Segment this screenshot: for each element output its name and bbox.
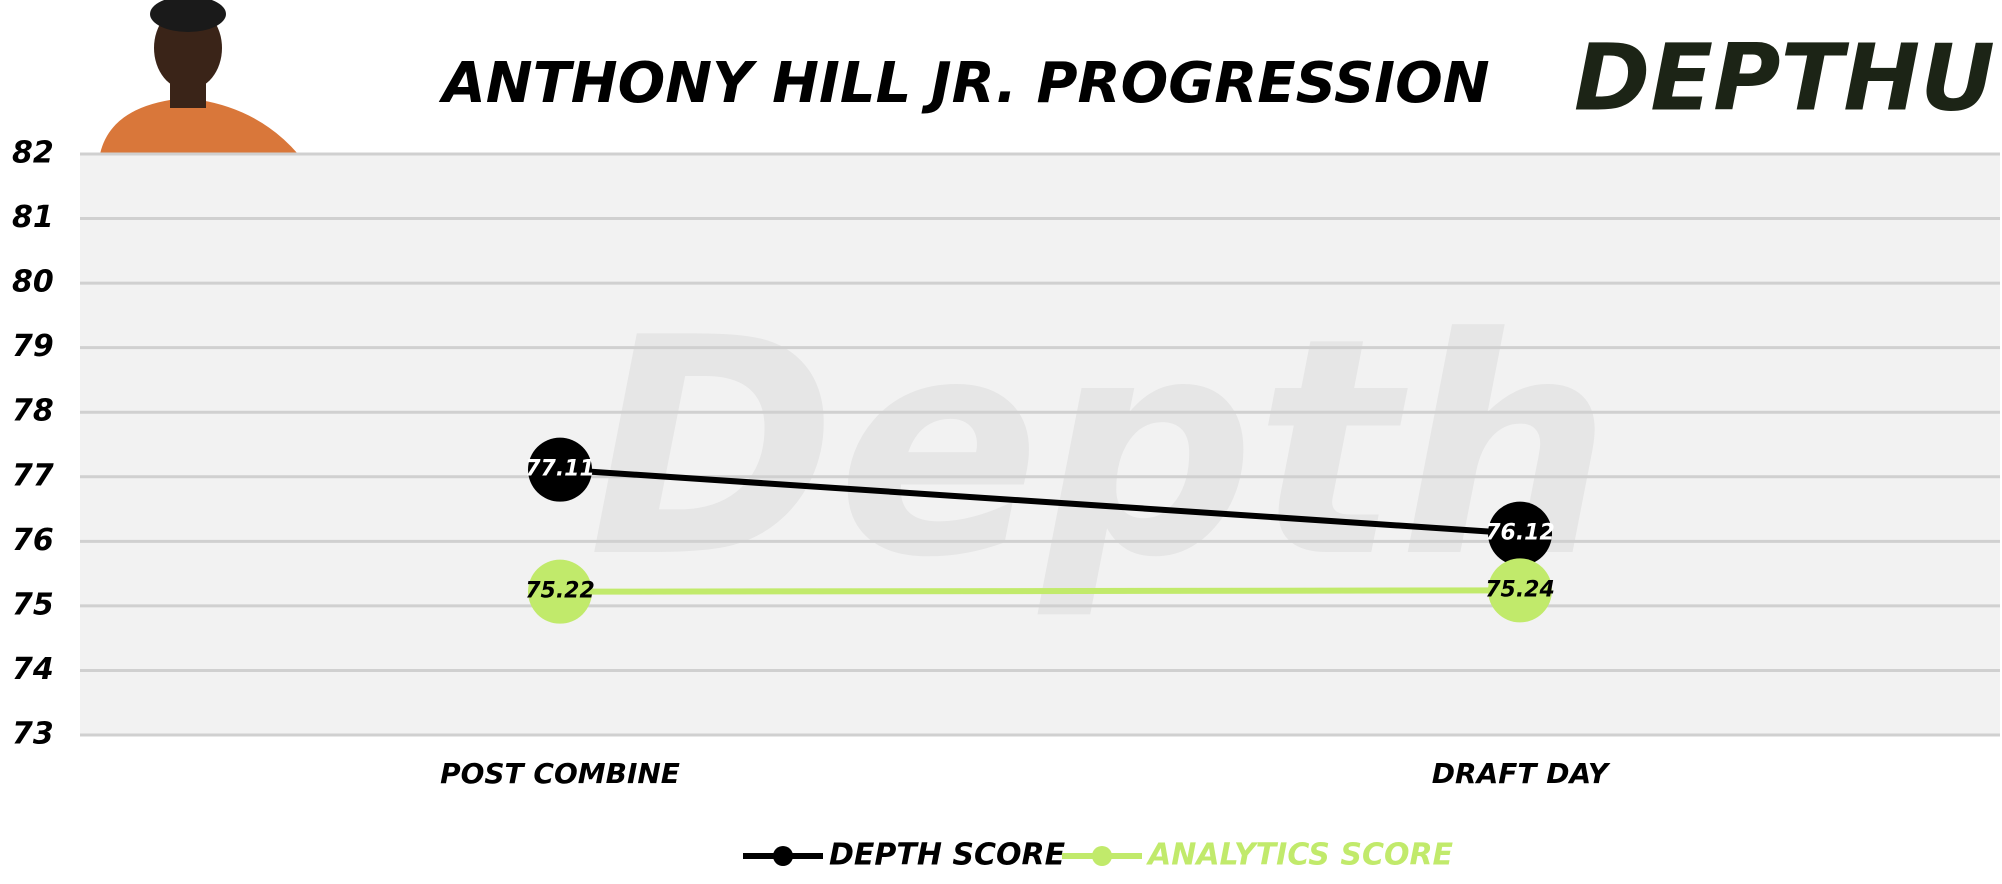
y-tick-label: 80 xyxy=(12,265,54,300)
legend-label: DEPTH SCORE xyxy=(829,838,1066,873)
y-tick-label: 73 xyxy=(12,717,54,752)
legend-marker xyxy=(773,846,793,866)
x-tick-label: DRAFT DAY xyxy=(1432,757,1611,790)
chart-title: ANTHONY HILL JR. PROGRESSION xyxy=(438,51,1489,116)
y-tick-label: 81 xyxy=(12,200,54,235)
y-tick-label: 74 xyxy=(12,652,54,687)
x-tick-label: POST COMBINE xyxy=(440,757,680,790)
legend-label: ANALYTICS SCORE xyxy=(1146,838,1454,873)
y-tick-label: 82 xyxy=(12,136,54,171)
series-line xyxy=(559,466,1521,537)
data-label: 77.11 xyxy=(525,457,595,482)
data-label: 75.24 xyxy=(1485,577,1555,602)
y-tick-label: 77 xyxy=(12,458,54,493)
player-photo xyxy=(100,0,298,154)
watermark: Depth xyxy=(588,274,1612,623)
logo: DEPTHU xyxy=(1574,24,1995,131)
y-tick-label: 78 xyxy=(12,394,54,429)
data-point xyxy=(1488,558,1552,623)
y-tick-label: 76 xyxy=(12,523,54,558)
y-tick-label: 75 xyxy=(12,587,54,622)
y-tick-label: 79 xyxy=(12,329,54,364)
data-point xyxy=(528,437,592,502)
data-label: 75.22 xyxy=(525,579,595,604)
data-point xyxy=(528,559,592,624)
series-line xyxy=(559,587,1521,595)
data-point xyxy=(1488,501,1552,566)
plot-area xyxy=(80,154,2000,735)
legend-marker xyxy=(1092,846,1112,866)
data-label: 76.12 xyxy=(1485,521,1555,546)
